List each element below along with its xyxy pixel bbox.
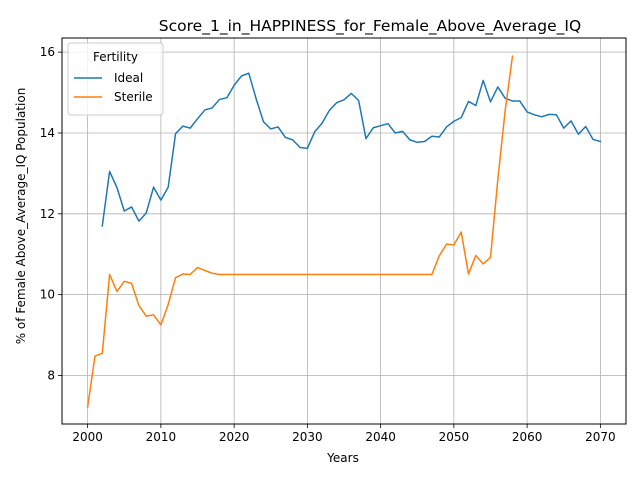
x-tick-label: 2020 <box>219 430 250 444</box>
y-axis: 8 10 12 14 16 <box>40 45 62 382</box>
legend: Fertility Ideal Sterile <box>67 42 164 116</box>
legend-label-ideal: Ideal <box>114 71 143 85</box>
legend-title: Fertility <box>93 50 138 64</box>
axes-frame <box>61 37 627 425</box>
x-tick-label: 2070 <box>585 430 616 444</box>
grid <box>62 38 626 424</box>
x-tick-label: 2050 <box>439 430 470 444</box>
series-line-ideal <box>101 72 602 227</box>
y-tick-label: 14 <box>40 126 55 140</box>
y-tick-label: 8 <box>47 368 55 382</box>
x-tick-label: 2060 <box>512 430 543 444</box>
x-tick-label: 2030 <box>292 430 323 444</box>
x-axis: 2000 2010 2020 2030 2040 2050 2060 2070 <box>72 424 616 444</box>
x-tick-label: 2010 <box>146 430 177 444</box>
chart-title: Score_1_in_HAPPINESS_for_Female_Above_Av… <box>159 17 581 36</box>
legend-label-sterile: Sterile <box>114 90 153 104</box>
y-tick-label: 10 <box>40 288 55 302</box>
x-axis-label: Years <box>326 451 359 465</box>
y-axis-label: % of Female Above_Average_IQ Population <box>14 88 28 345</box>
x-tick-label: 2040 <box>365 430 396 444</box>
series-line-sterile <box>86 55 514 408</box>
y-tick-label: 12 <box>40 207 55 221</box>
x-tick-label: 2000 <box>72 430 103 444</box>
y-tick-label: 16 <box>40 45 55 59</box>
plot-area <box>86 55 602 408</box>
